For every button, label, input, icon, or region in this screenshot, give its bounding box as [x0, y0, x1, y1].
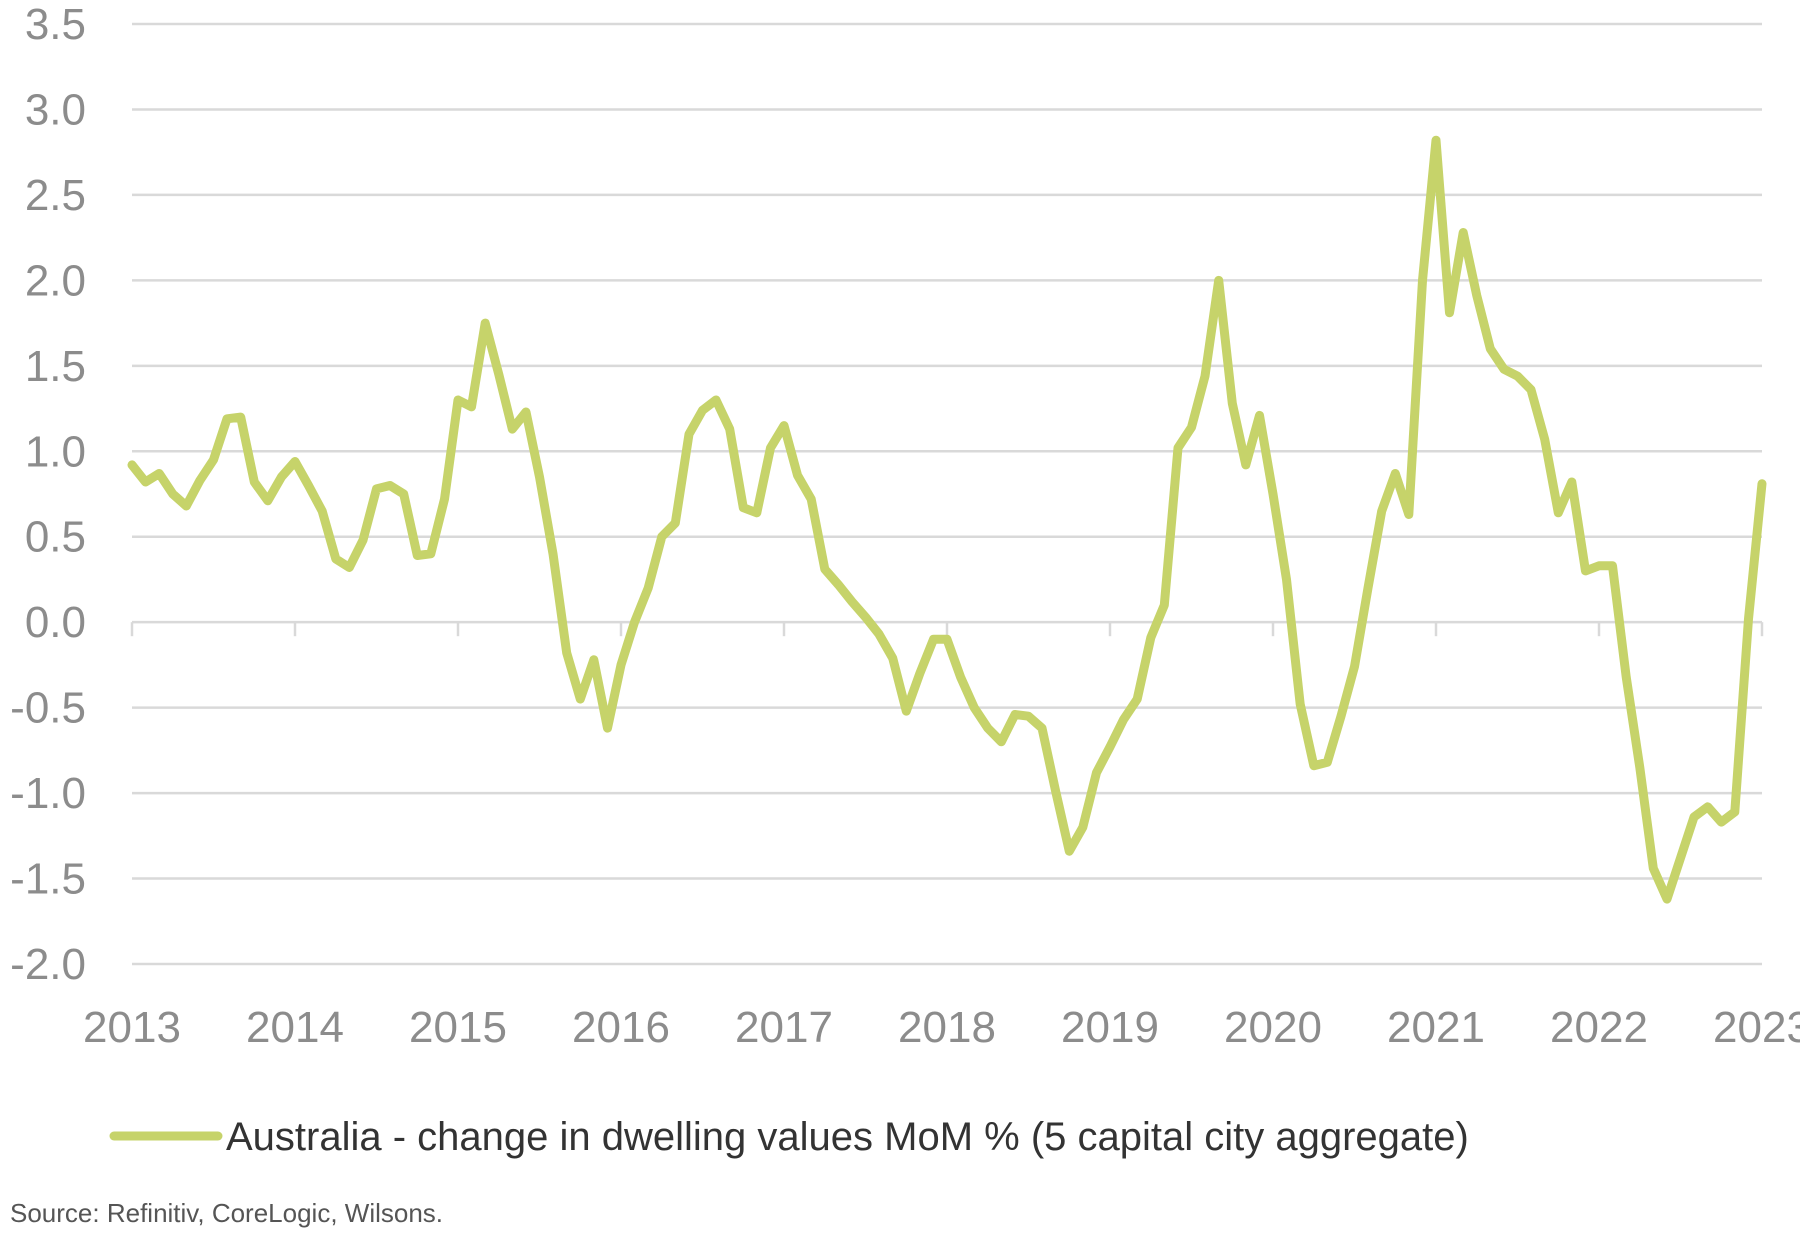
y-tick-label: 0.5 — [25, 513, 86, 562]
y-tick-label: -1.0 — [10, 769, 86, 818]
y-tick-label: 2.5 — [25, 171, 86, 220]
x-tick-label: 2022 — [1550, 1003, 1648, 1052]
x-tick-label: 2023 — [1713, 1003, 1800, 1052]
x-tick-label: 2014 — [246, 1003, 344, 1052]
y-tick-label: -2.0 — [10, 940, 86, 989]
x-tick-label: 2019 — [1061, 1003, 1159, 1052]
y-tick-label: 3.0 — [25, 85, 86, 134]
series-line — [127, 135, 1767, 904]
y-tick-label: 2.0 — [25, 256, 86, 305]
series-group — [127, 135, 1767, 904]
x-tick-label: 2021 — [1387, 1003, 1485, 1052]
source-note: Source: Refinitiv, CoreLogic, Wilsons. — [10, 1198, 443, 1228]
y-tick-label: -0.5 — [10, 684, 86, 733]
y-tick-label: 0.0 — [25, 598, 86, 647]
y-axis-ticks: 3.5 3.0 2.5 2.0 1.5 1.0 0.5 0.0 -0.5 -1.0 -1.5 -2.0 — [10, 0, 86, 989]
y-tick-label: 1.0 — [25, 427, 86, 476]
x-tick-label: 2013 — [83, 1003, 181, 1052]
x-axis-ticks: 2013 2014 2015 2016 2017 2018 2019 2020 2021 2022… — [83, 622, 1800, 1052]
y-tick-label: -1.5 — [10, 855, 86, 904]
x-tick-label: 2015 — [409, 1003, 507, 1052]
y-tick-label: 3.5 — [25, 0, 86, 49]
legend: Australia - change in dwelling values Mo… — [109, 1115, 1469, 1159]
x-tick-label: 2018 — [898, 1003, 996, 1052]
y-tick-label: 1.5 — [25, 342, 86, 391]
x-tick-label: 2016 — [572, 1003, 670, 1052]
gridlines — [132, 22, 1762, 966]
x-tick-label: 2020 — [1224, 1003, 1322, 1052]
x-tick-label: 2017 — [735, 1003, 833, 1052]
legend-label: Australia - change in dwelling values Mo… — [226, 1115, 1469, 1159]
